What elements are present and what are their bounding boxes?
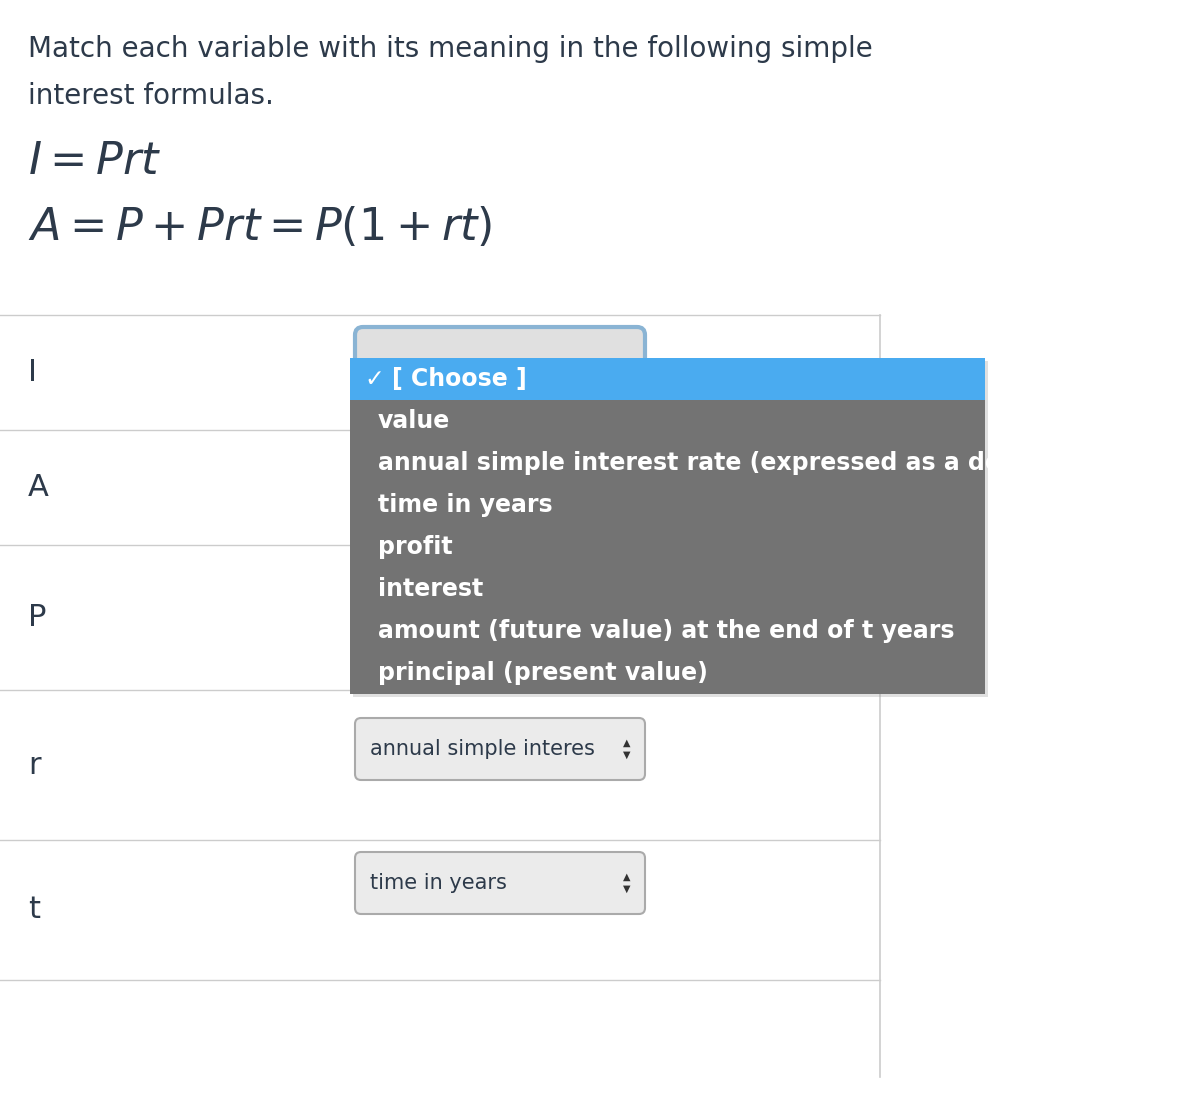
Text: I: I [28,358,37,387]
Text: [ Choose ]: [ Choose ] [392,368,527,391]
Text: interest formulas.: interest formulas. [28,82,274,110]
FancyBboxPatch shape [355,718,646,780]
Text: ▼: ▼ [623,884,631,894]
Text: annual simple interest rate (expressed as a decimal): annual simple interest rate (expressed a… [378,451,1082,475]
Text: ✓: ✓ [364,368,384,391]
FancyBboxPatch shape [355,327,646,375]
Text: Match each variable with its meaning in the following simple: Match each variable with its meaning in … [28,35,872,63]
Bar [350,358,985,694]
Text: ▲: ▲ [623,738,631,748]
Text: $\mathit{A} = \mathit{P} + \mathit{Prt} = \mathit{P}(1 + \mathit{rt})$: $\mathit{A} = \mathit{P} + \mathit{Prt} … [28,205,492,249]
Text: t: t [28,896,40,924]
FancyBboxPatch shape [355,607,646,670]
Text: ▼: ▼ [623,751,631,761]
Text: ⬆
⬇: ⬆ ⬇ [623,628,631,650]
Text: interest: interest [378,577,484,601]
Text: principal (present value): principal (present value) [378,661,708,685]
Text: principal (present val: principal (present val [370,629,592,649]
Text: value: value [378,408,450,433]
Text: A: A [28,473,49,501]
Text: ▲: ▲ [623,872,631,882]
Text: time in years: time in years [370,873,506,893]
Text: $\mathit{I} = \mathit{Prt}$: $\mathit{I} = \mathit{Prt}$ [28,139,162,183]
Text: profit: profit [378,535,452,559]
Text: time in years: time in years [378,493,553,517]
Text: amount (future value) at the end of t years: amount (future value) at the end of t ye… [378,619,954,643]
FancyBboxPatch shape [355,852,646,914]
Text: P: P [28,603,47,632]
Bar [353,361,988,697]
Text: annual simple interes: annual simple interes [370,739,595,759]
Bar [350,358,985,400]
Text: r: r [28,751,41,779]
